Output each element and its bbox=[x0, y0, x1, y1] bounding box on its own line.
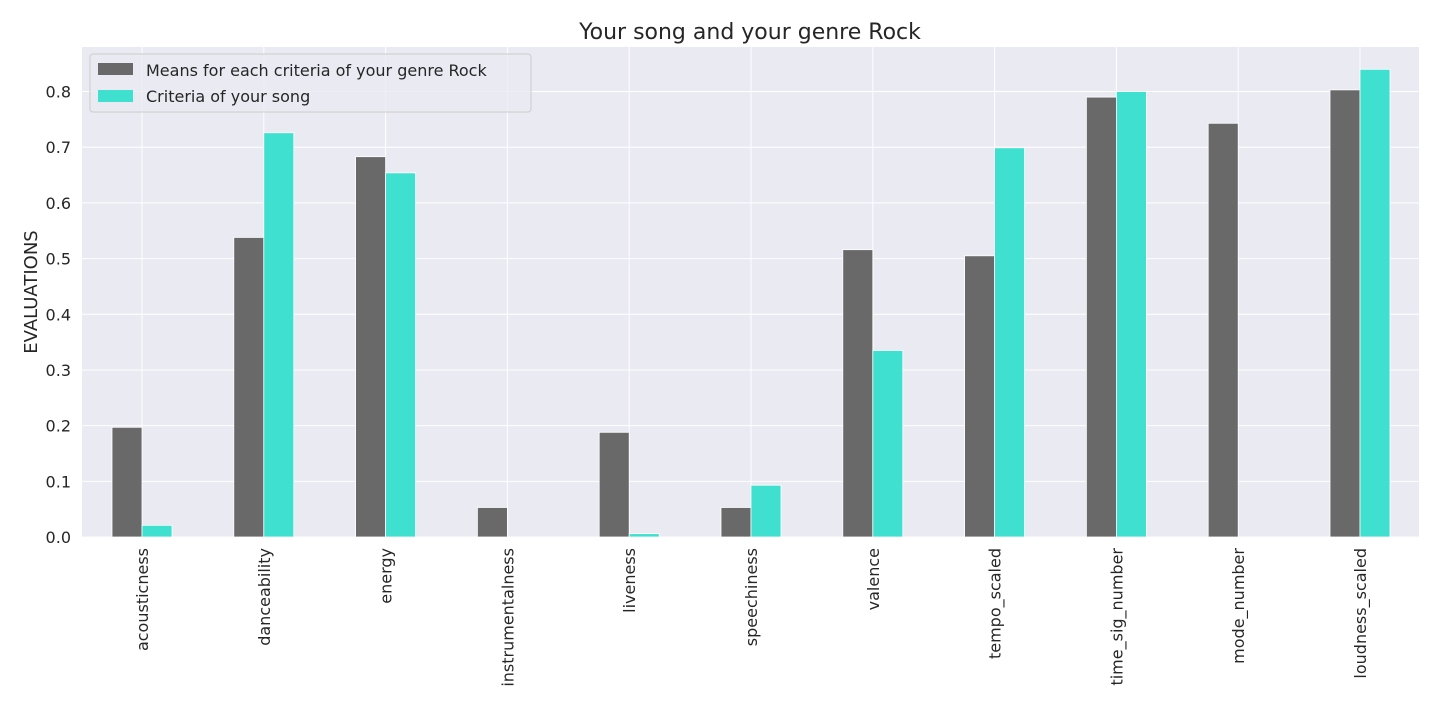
y-tick-label: 0.2 bbox=[46, 417, 71, 436]
bar-genre-mean-instrumentalness bbox=[476, 507, 508, 538]
y-tick-label: 0.6 bbox=[46, 194, 71, 213]
x-tick-labels: acousticness danceability energy instrument… bbox=[133, 548, 1371, 687]
y-axis-label: EVALUATIONS bbox=[21, 230, 42, 353]
bar-song-valence bbox=[872, 350, 904, 538]
y-tick-label: 0.0 bbox=[46, 528, 71, 547]
x-tick-label: mode_number bbox=[1229, 548, 1249, 664]
chart-title: Your song and your genre Rock bbox=[578, 20, 921, 45]
legend-box bbox=[89, 53, 532, 113]
bar-song-time_sig_number bbox=[1116, 91, 1147, 538]
x-tick-label: speechiness bbox=[742, 548, 761, 646]
bar-genre-mean-speechiness bbox=[720, 507, 752, 538]
bar-song-danceability bbox=[263, 132, 295, 538]
x-tick-label: acousticness bbox=[133, 548, 152, 651]
x-tick-label: valence bbox=[864, 548, 883, 610]
x-tick-label: loudness_scaled bbox=[1351, 548, 1371, 679]
legend-label-song-criteria: Criteria of your song bbox=[146, 87, 310, 106]
y-tick-labels: 0.0 0.1 0.2 0.3 0.4 0.5 0.6 0.7 0.8 bbox=[46, 83, 71, 547]
y-tick-label: 0.7 bbox=[46, 138, 71, 157]
bar-genre-mean-valence bbox=[842, 249, 874, 538]
bar-song-liveness bbox=[628, 533, 660, 538]
x-tick-label: instrumentalness bbox=[498, 548, 517, 687]
bar-genre-mean-loudness_scaled bbox=[1329, 89, 1361, 538]
bar-genre-mean-energy bbox=[355, 156, 387, 538]
x-tick-label: energy bbox=[377, 548, 396, 604]
x-tick-label: danceability bbox=[255, 548, 274, 646]
y-tick-label: 0.8 bbox=[46, 83, 71, 102]
x-tick-label: liveness bbox=[620, 548, 639, 613]
bar-genre-mean-tempo_scaled bbox=[964, 255, 995, 538]
bar-genre-mean-liveness bbox=[598, 431, 630, 538]
bar-genre-mean-mode_number bbox=[1207, 122, 1239, 538]
y-tick-label: 0.1 bbox=[46, 472, 71, 491]
bar-song-tempo_scaled bbox=[994, 147, 1025, 538]
bar-song-speechiness bbox=[750, 484, 782, 538]
bar-genre-mean-acousticness bbox=[111, 426, 143, 538]
x-tick-label: tempo_scaled bbox=[986, 548, 1006, 659]
legend-swatch-genre-means bbox=[98, 63, 133, 75]
x-tick-label: time_sig_number bbox=[1107, 548, 1127, 686]
y-tick-label: 0.4 bbox=[46, 305, 71, 324]
y-tick-label: 0.3 bbox=[46, 361, 71, 380]
bar-genre-mean-danceability bbox=[233, 237, 265, 538]
bar-song-acousticness bbox=[141, 524, 173, 538]
bar-song-energy bbox=[385, 172, 417, 538]
bar-genre-mean-time_sig_number bbox=[1086, 96, 1117, 538]
legend-swatch-song-criteria bbox=[98, 90, 133, 102]
legend-label-genre-means: Means for each criteria of your genre Ro… bbox=[146, 61, 487, 80]
bars bbox=[111, 68, 1391, 538]
legend: Means for each criteria of your genre Ro… bbox=[89, 53, 532, 113]
y-tick-label: 0.5 bbox=[46, 250, 71, 269]
bar-song-loudness_scaled bbox=[1359, 68, 1391, 538]
